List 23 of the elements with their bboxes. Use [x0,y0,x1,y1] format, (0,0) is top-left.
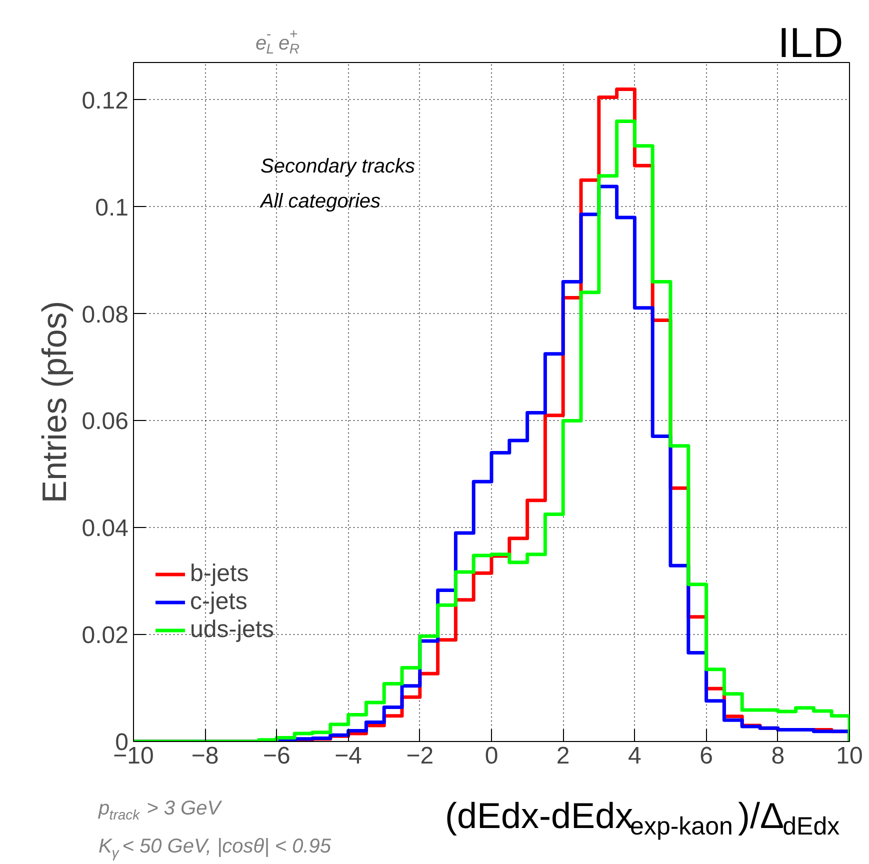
y-tick-label: 0.08 [82,301,129,328]
x-tick-label: 0 [484,742,498,770]
annotation: Secondary tracks [260,156,416,178]
y-tick-label: 0.02 [82,622,129,650]
y-tick-label: 0.1 [95,194,129,222]
y-tick-label: 0.12 [82,87,129,114]
annotation: All categories [260,190,381,212]
x-tick-label: −2 [406,742,434,770]
x-tick-label: 6 [700,742,713,770]
x-tick-label: 10 [836,742,863,770]
legend-label: c-jets [190,588,248,616]
x-tick-label: −8 [191,742,219,770]
x-tick-label: 2 [556,742,570,770]
legend-label: b-jets [190,560,249,588]
y-axis-title: Entries (pfos) [36,300,74,504]
y-tick-label: 0.06 [82,408,129,436]
chart-title: ILD [778,19,844,66]
legend-label: uds-jets [190,616,274,644]
x-tick-label: 4 [628,742,642,770]
x-tick-label: −6 [263,742,290,770]
y-tick-label: 0.04 [82,515,129,542]
x-tick-label: 8 [771,742,785,770]
x-tick-label: −4 [334,742,362,770]
